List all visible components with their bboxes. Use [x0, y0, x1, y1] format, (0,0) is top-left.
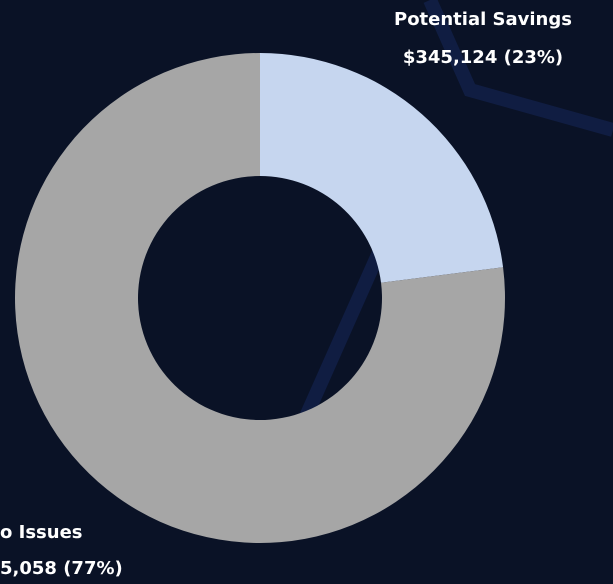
- slice-label: Potential Savings: [394, 9, 572, 30]
- labels: Potential Savings $345,124 (23%) o Issues 5…: [0, 9, 572, 579]
- value-label: $345,124 (23%): [403, 47, 563, 68]
- donut-slice: [14, 52, 505, 544]
- slice-label: o Issues: [0, 522, 83, 543]
- donut: [14, 52, 505, 544]
- donut-slice: [260, 53, 504, 283]
- value-label: 5,058 (77%): [0, 558, 123, 579]
